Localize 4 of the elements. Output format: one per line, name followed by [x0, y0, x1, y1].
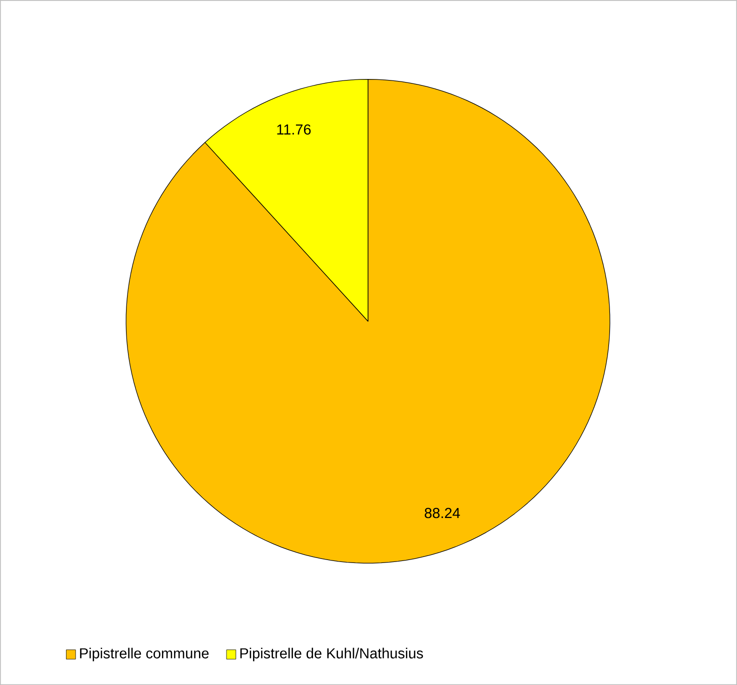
- legend-label: Pipistrelle de Kuhl/Nathusius: [240, 648, 423, 662]
- data-label: 88.24: [424, 508, 460, 518]
- data-label: 11.76: [277, 124, 311, 135]
- legend-label: Pipistrelle commune: [80, 648, 209, 662]
